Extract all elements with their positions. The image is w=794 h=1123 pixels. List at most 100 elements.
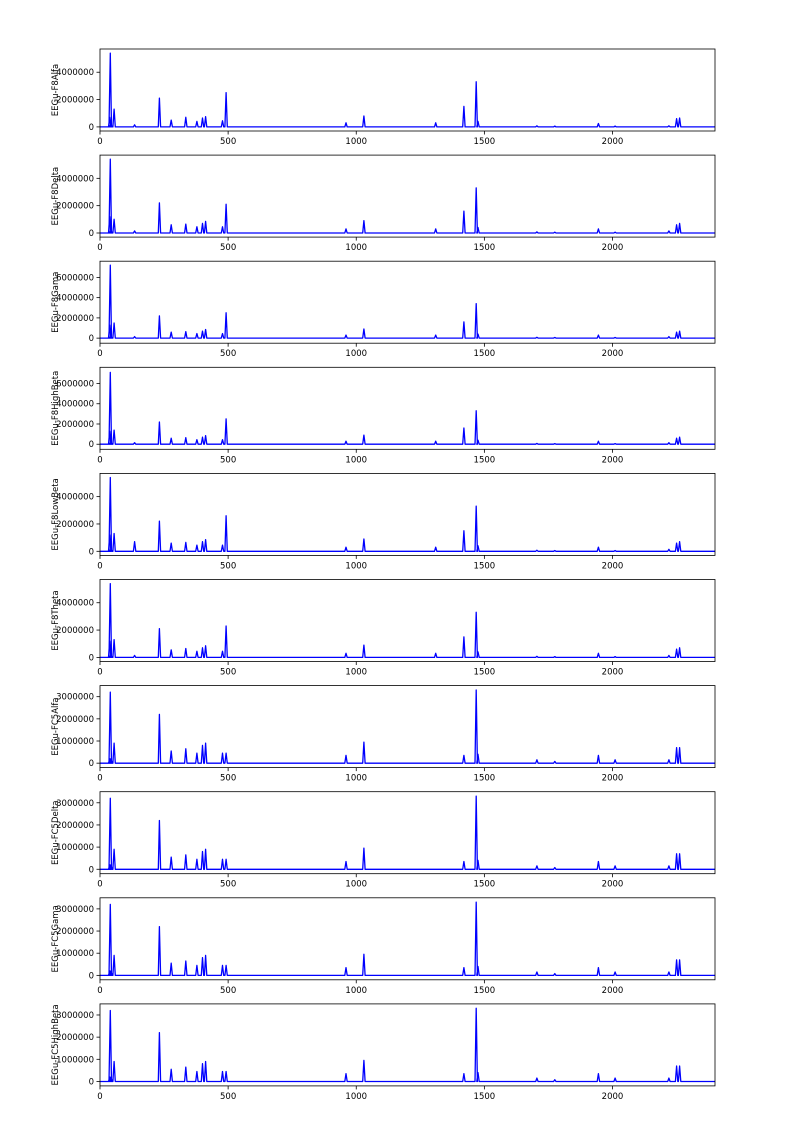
x-tick-label: 2000	[602, 774, 624, 784]
y-tick-label: 4000000	[56, 599, 94, 609]
series-line-3-0	[100, 371, 715, 445]
y-tick-label: 2000000	[56, 927, 94, 937]
subplot-6: 0 500 1000 1500 2000 0 1000000 2000000 3000000EE…	[51, 685, 716, 784]
y-tick-label: 2000000	[56, 202, 94, 212]
x-tick-label: 1000	[345, 137, 367, 147]
y-tick-label: 2000000	[56, 96, 94, 106]
x-tick-label: 0	[97, 774, 102, 784]
x-tick-label: 0	[97, 1092, 102, 1102]
subplot-7: 0 500 1000 1500 2000 0 1000000 2000000 3000000EE…	[51, 791, 716, 890]
x-tick-label: 1500	[474, 455, 496, 465]
y-tick-label: 1000000	[56, 949, 94, 959]
y-tick-label: 0	[89, 440, 94, 450]
axes-frame	[99, 154, 716, 238]
y-axis-label: EEGu-FC5Alfa	[51, 697, 61, 755]
y-tick-label: 3000000	[56, 693, 94, 703]
subplot-5: 0 500 1000 1500 2000 0 2000000 4000000EEGu-F8Th…	[51, 579, 716, 678]
x-tick-label: 2000	[602, 455, 624, 465]
axes-frame	[99, 48, 716, 132]
y-tick-label: 3000000	[56, 799, 94, 809]
x-tick-label: 1000	[345, 880, 367, 890]
x-tick-label: 1000	[345, 774, 367, 784]
series-line-6-0	[100, 689, 715, 764]
subplot-2: 0 500 1000 1500 2000 0 2000000 4000000 6000000EE…	[51, 260, 716, 359]
y-tick-label: 6000000	[56, 273, 94, 283]
x-tick-label: 1500	[474, 243, 496, 253]
y-axis-label: EEGu-FC5HighBeta	[51, 1004, 61, 1085]
axes-frame	[99, 472, 716, 556]
x-tick-label: 1500	[474, 774, 496, 784]
y-tick-label: 0	[89, 229, 94, 239]
y-tick-label: 2000000	[56, 520, 94, 530]
y-tick-label: 4000000	[56, 174, 94, 184]
x-tick-label: 0	[97, 455, 102, 465]
x-tick-label: 500	[220, 774, 236, 784]
y-tick-label: 2000000	[56, 626, 94, 636]
y-axis-label: EEGu-F8Gama	[51, 272, 61, 333]
y-tick-label: 4000000	[56, 400, 94, 410]
x-tick-label: 1500	[474, 986, 496, 996]
x-tick-label: 1000	[345, 1092, 367, 1102]
y-tick-label: 0	[89, 971, 94, 981]
x-tick-label: 2000	[602, 1092, 624, 1102]
axes-frame	[99, 366, 716, 450]
x-tick-label: 500	[220, 668, 236, 678]
y-tick-label: 0	[89, 759, 94, 769]
y-tick-label: 4000000	[56, 493, 94, 503]
x-tick-label: 2000	[602, 561, 624, 571]
subplot-0: 0 500 1000 1500 2000 0 2000000 4000000EEGu-F8Al…	[51, 48, 716, 147]
series-line-5-0	[100, 582, 715, 659]
x-tick-label: 2000	[602, 986, 624, 996]
x-tick-label: 500	[220, 243, 236, 253]
axes-frame	[99, 260, 716, 344]
y-tick-label: 0	[89, 334, 94, 344]
x-tick-label: 500	[220, 1092, 236, 1102]
x-tick-label: 0	[97, 561, 102, 571]
axes-frame	[99, 897, 716, 981]
x-tick-label: 1500	[474, 561, 496, 571]
y-tick-label: 2000000	[56, 715, 94, 725]
subplot-9: 0 500 1000 1500 2000 0 1000000 2000000 3000000EE…	[51, 1003, 716, 1102]
x-tick-label: 0	[97, 986, 102, 996]
y-tick-label: 1000000	[56, 737, 94, 747]
subplot-1: 0 500 1000 1500 2000 0 2000000 4000000EEGu-F8De…	[51, 154, 716, 253]
series-line-8-0	[100, 901, 715, 977]
series-line-2-0	[100, 264, 715, 339]
series-line-7-0	[100, 795, 715, 870]
x-tick-label: 1500	[474, 349, 496, 359]
x-tick-label: 0	[97, 137, 102, 147]
y-tick-label: 4000000	[56, 68, 94, 78]
y-axis-label: EEGu-F8Delta	[51, 167, 61, 226]
x-tick-label: 500	[220, 880, 236, 890]
x-tick-label: 500	[220, 561, 236, 571]
subplot-stack: 0 500 1000 1500 2000020000004000000EEGu-F8Al…	[51, 48, 716, 1102]
x-tick-label: 0	[97, 349, 102, 359]
series-line-4-0	[100, 476, 715, 552]
y-tick-label: 2000000	[56, 314, 94, 324]
y-tick-label: 6000000	[56, 379, 94, 389]
series-line-0-0	[100, 52, 715, 128]
x-tick-label: 2000	[602, 880, 624, 890]
subplot-3: 0 500 1000 1500 2000 0 2000000 4000000 6000000EE…	[51, 366, 716, 465]
x-tick-label: 0	[97, 668, 102, 678]
axes-frame	[99, 791, 716, 875]
x-tick-label: 500	[220, 349, 236, 359]
x-tick-label: 1000	[345, 455, 367, 465]
y-tick-label: 1000000	[56, 1055, 94, 1065]
y-axis-label: EEGu-FC5Gama	[51, 905, 61, 972]
y-tick-label: 2000000	[56, 420, 94, 430]
x-tick-label: 2000	[602, 243, 624, 253]
y-axis-label: EEGu-F8HighBeta	[51, 371, 61, 446]
y-tick-label: 0	[89, 653, 94, 663]
x-tick-label: 1000	[345, 561, 367, 571]
x-tick-label: 1500	[474, 880, 496, 890]
x-tick-label: 500	[220, 986, 236, 996]
y-axis-label: EEGu-FC5Delta	[51, 800, 61, 865]
y-axis-label: EEGu-F8LowBeta	[51, 478, 61, 550]
axes-frame	[99, 579, 716, 662]
x-tick-label: 500	[220, 455, 236, 465]
y-tick-label: 0	[89, 865, 94, 875]
y-tick-label: 0	[89, 547, 94, 557]
x-tick-label: 1000	[345, 243, 367, 253]
